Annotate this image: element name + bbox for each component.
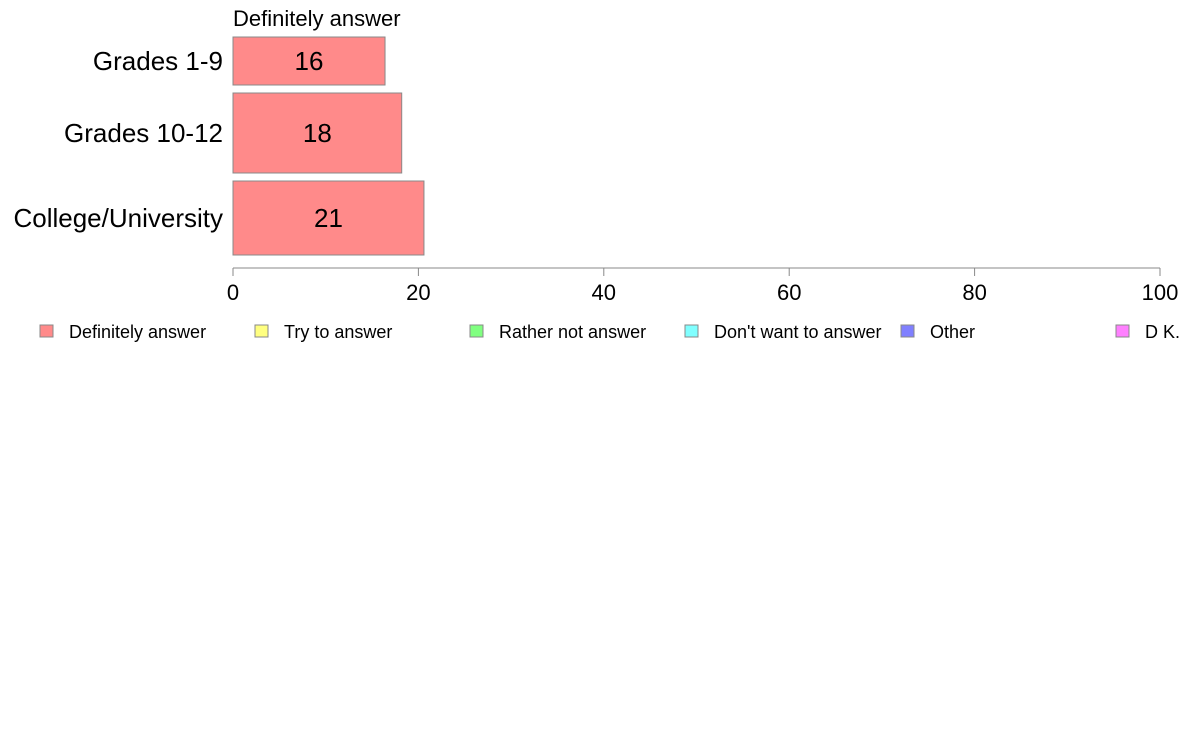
category-label: College/University bbox=[13, 203, 223, 233]
x-tick-label: 60 bbox=[777, 280, 801, 305]
bar bbox=[232, 92, 403, 174]
legend-label: Other bbox=[930, 322, 975, 342]
bar-value-label: 18 bbox=[303, 118, 332, 148]
category-label: Grades 1-9 bbox=[93, 46, 223, 76]
legend: Definitely answer Try to answer Rather not… bbox=[39, 322, 1180, 342]
x-tick-label: 40 bbox=[592, 280, 616, 305]
chart-title: Definitely answer bbox=[233, 6, 401, 31]
x-axis: 0 20 40 60 80 100 bbox=[227, 267, 1179, 305]
legend-label: Definitely answer bbox=[69, 322, 206, 342]
category-label: Grades 10-12 bbox=[64, 118, 223, 148]
bar-value-label: 16 bbox=[295, 46, 324, 76]
legend-swatch bbox=[900, 324, 915, 338]
x-tick-label: 20 bbox=[406, 280, 430, 305]
bar bbox=[232, 180, 425, 256]
x-tick-label: 80 bbox=[962, 280, 986, 305]
legend-swatch bbox=[1115, 324, 1130, 338]
legend-label: Try to answer bbox=[284, 322, 392, 342]
legend-swatch bbox=[39, 324, 54, 338]
x-tick-label: 100 bbox=[1142, 280, 1179, 305]
bar-value-label: 21 bbox=[314, 203, 343, 233]
legend-label: Don't want to answer bbox=[714, 322, 882, 342]
legend-label: D K. bbox=[1145, 322, 1180, 342]
legend-label: Rather not answer bbox=[499, 322, 646, 342]
legend-swatch bbox=[469, 324, 484, 338]
x-tick-label: 0 bbox=[227, 280, 239, 305]
legend-swatch bbox=[254, 324, 269, 338]
bar bbox=[232, 36, 386, 86]
legend-swatch bbox=[684, 324, 699, 338]
bars-group: Grades 1-9 16 Grades 10-12 18 College/Univer… bbox=[13, 36, 425, 256]
